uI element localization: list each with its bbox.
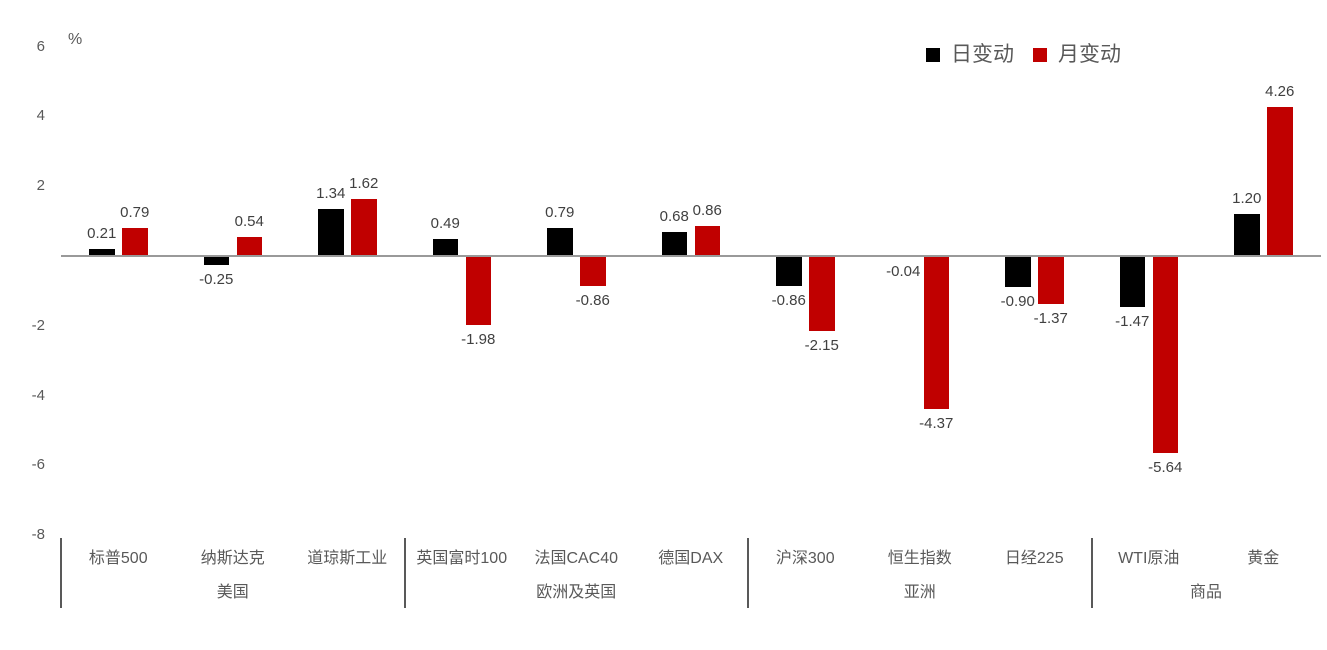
day-change-bar-2 (318, 209, 344, 256)
day-change-bar-1 (203, 256, 229, 265)
legend-item-month-change: 月变动 (1033, 42, 1121, 68)
day-change-bar-0 (89, 248, 115, 256)
day-change-bar-8 (1005, 256, 1031, 288)
day-change-value-label-5: 0.68 (659, 208, 689, 226)
month-change-legend-label: 月变动 (1058, 43, 1121, 66)
y-axis-unit-label: % (68, 31, 83, 48)
month-change-bar-5 (694, 225, 720, 256)
category-label-10: 黄金 (1247, 550, 1280, 567)
category-label-7: 恒生指数 (887, 550, 952, 567)
y-axis-tick-6: 6 (36, 37, 45, 55)
day-change-value-label-10: 1.20 (1232, 190, 1262, 208)
month-change-value-label-9: -5.64 (1148, 458, 1183, 476)
category-label-0: 标普500 (88, 550, 148, 567)
month-change-value-label-6: -2.15 (804, 337, 839, 355)
x-axis-line (61, 255, 1321, 257)
category-label-3: 英国富时100 (416, 550, 508, 567)
month-change-bar-9 (1152, 256, 1178, 453)
y-axis-tick-4: 4 (36, 107, 45, 125)
category-label-6: 沪深300 (775, 550, 835, 567)
group-separator-0 (60, 538, 62, 608)
y-axis-tick-minus-6: -6 (31, 456, 45, 474)
month-change-swatch-icon (1033, 48, 1047, 62)
category-label-1: 纳斯达克 (200, 550, 265, 567)
category-label-8: 日经225 (1004, 550, 1064, 567)
month-change-bar-8 (1038, 256, 1064, 304)
month-change-bar-2 (351, 199, 377, 256)
category-label-2: 道琼斯工业 (307, 550, 388, 567)
day-change-value-label-4: 0.79 (545, 204, 575, 222)
month-change-value-label-1: 0.54 (234, 213, 264, 231)
day-change-bar-3 (432, 238, 458, 256)
day-change-value-label-8: -0.90 (1000, 293, 1035, 311)
month-change-value-label-0: 0.79 (120, 204, 150, 222)
day-change-bar-5 (661, 232, 687, 256)
month-change-bar-7 (923, 256, 949, 409)
day-change-value-label-6: -0.86 (771, 292, 806, 309)
month-change-value-label-4: -0.86 (575, 292, 610, 309)
legend-item-day-change: 日变动 (926, 42, 1014, 68)
category-label-4: 法国CAC40 (534, 550, 619, 567)
group-separator-1 (403, 538, 406, 608)
legend: 日变动 月变动 (926, 42, 1121, 68)
category-label-5: 德国DAX (658, 550, 724, 567)
group-separator-2 (747, 538, 749, 608)
day-change-value-label-1: -0.25 (199, 270, 234, 288)
month-change-value-label-7: -4.37 (919, 414, 954, 432)
day-change-bar-4 (547, 228, 573, 256)
y-axis-tick-minus-2: -2 (31, 316, 45, 334)
group-label-3: 商品 (1189, 584, 1222, 601)
group-label-1: 欧洲及英国 (536, 584, 617, 601)
month-change-value-label-10: 4.26 (1265, 83, 1295, 101)
day-change-bar-6 (776, 256, 802, 286)
month-change-value-label-5: 0.86 (692, 201, 722, 219)
month-change-bar-6 (809, 256, 835, 332)
day-change-value-label-2: 1.34 (316, 185, 346, 203)
month-change-value-label-8: -1.37 (1033, 309, 1068, 327)
category-label-9: WTI原油 (1118, 550, 1180, 567)
day-change-bar-9 (1119, 256, 1145, 308)
group-label-0: 美国 (216, 584, 249, 601)
day-change-value-label-9: -1.47 (1115, 313, 1150, 331)
y-axis-tick-2: 2 (36, 177, 45, 195)
month-change-bar-1 (236, 237, 262, 256)
month-change-bar-4 (580, 256, 606, 286)
month-change-bar-0 (122, 228, 148, 256)
group-separator-3 (1090, 538, 1093, 608)
group-label-2: 亚洲 (903, 584, 936, 601)
month-change-bar-10 (1267, 107, 1293, 256)
y-axis-tick-minus-4: -4 (31, 386, 45, 404)
day-change-swatch-icon (926, 48, 940, 62)
day-change-value-label-0: 0.21 (87, 224, 117, 242)
y-axis-tick-minus-8: -8 (31, 526, 45, 544)
day-change-bar-10 (1234, 214, 1260, 256)
day-change-value-label-7: -0.04 (886, 263, 921, 281)
month-change-bar-3 (465, 256, 491, 326)
day-change-legend-label: 日变动 (951, 43, 1014, 66)
day-change-value-label-3: 0.49 (430, 214, 460, 232)
month-change-value-label-3: -1.98 (461, 331, 496, 349)
month-change-value-label-2: 1.62 (349, 175, 379, 193)
